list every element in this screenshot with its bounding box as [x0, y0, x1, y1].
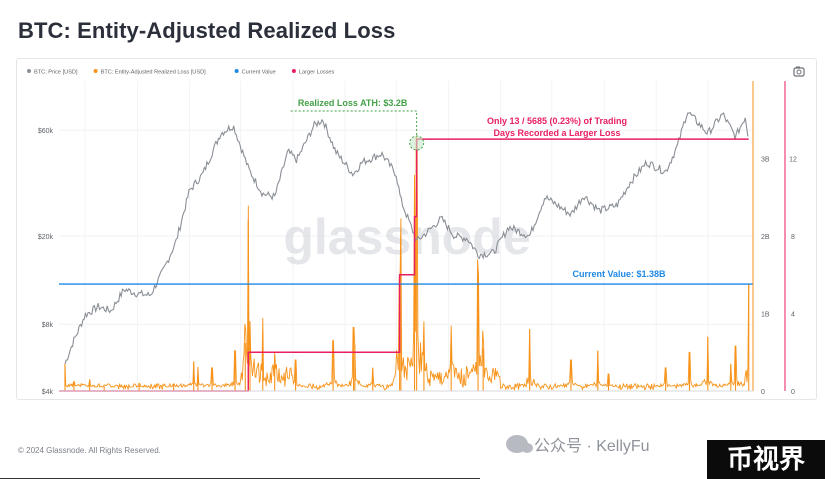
- loss-tick-label: 1B: [761, 312, 770, 319]
- wechat-text: 公众号 · KellyFu: [534, 438, 650, 455]
- legend-marker: [27, 69, 31, 73]
- larger-loss-label-line-1: Only 13 / 5685 (0.23%) of Trading: [487, 116, 627, 126]
- price-tick-label: $60k: [38, 128, 54, 135]
- price-line: [64, 111, 749, 365]
- grid-lines: [59, 81, 753, 392]
- chart-panel: glassnode Realized Loss ATH: $3.2B Only 1…: [16, 58, 817, 400]
- count-tick-label: 4: [791, 312, 795, 319]
- legend-item: Larger Losses: [299, 70, 335, 76]
- price-tick-label: $20k: [38, 234, 54, 241]
- price-series: [64, 111, 749, 365]
- watermark-text: glassnode: [283, 209, 530, 265]
- legend-marker: [93, 69, 98, 73]
- brand-badge: 币视界: [707, 440, 825, 479]
- legend-marker: [291, 69, 296, 73]
- legend: BTC: Price [USD] BTC: Entity-Adjusted Rea…: [27, 69, 335, 76]
- axes: $4k$8k$20k$60kMay '20Sep '20Jan '21May '…: [38, 81, 797, 396]
- legend-item: Current Value: [242, 70, 276, 76]
- ath-label: Realized Loss ATH: $3.2B: [298, 98, 408, 108]
- watermark: glassnode: [283, 209, 530, 265]
- copyright-footer: © 2024 Glassnode. All Rights Reserved.: [18, 446, 161, 455]
- count-tick-label: 0: [791, 389, 795, 396]
- legend-item: BTC: Price [USD]: [34, 70, 78, 76]
- annotations: Realized Loss ATH: $3.2B Only 13 / 5685 (…: [290, 98, 666, 279]
- larger-losses-line: [59, 138, 749, 392]
- price-tick-label: $4k: [42, 389, 54, 396]
- legend-item: BTC: Entity-Adjusted Realized Loss [USD]: [101, 70, 207, 76]
- camera-icon[interactable]: [793, 66, 805, 77]
- larger-losses-series: [59, 138, 749, 392]
- current-value-label: Current Value: $1.38B: [572, 269, 666, 279]
- loss-tick-label: 3B: [761, 157, 770, 164]
- page-title: BTC: Entity-Adjusted Realized Loss: [18, 18, 396, 43]
- loss-tick-label: 2B: [761, 234, 770, 241]
- wechat-watermark: 公众号 · KellyFu: [506, 432, 650, 456]
- ath-marker: [409, 135, 425, 151]
- legend-marker: [234, 69, 239, 73]
- price-tick-label: $8k: [42, 322, 54, 329]
- loss-line: [64, 136, 750, 392]
- ath-leader: [290, 110, 418, 136]
- count-tick-label: 8: [791, 234, 795, 241]
- loss-tick-label: 0: [761, 389, 765, 396]
- larger-loss-label-line-2: Days Recorded a Larger Loss: [493, 128, 620, 138]
- count-tick-label: 12: [789, 157, 797, 164]
- wechat-icon: [506, 435, 533, 453]
- realized-loss-chart: glassnode Realized Loss ATH: $3.2B Only 1…: [27, 66, 805, 396]
